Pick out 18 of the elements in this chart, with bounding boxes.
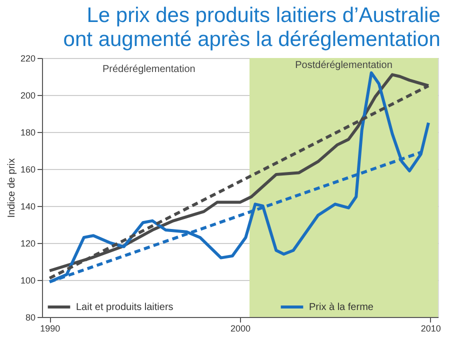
x-tick-label: 2010	[420, 324, 441, 334]
y-axis-title: Indice de prix	[6, 158, 18, 218]
y-tick-label: 180	[20, 128, 36, 138]
y-tick-label: 200	[20, 90, 36, 100]
legend-label: Lait et produits laitiers	[76, 302, 174, 313]
y-tick-label: 100	[20, 276, 36, 286]
y-tick-label: 140	[20, 202, 36, 212]
y-tick-label: 220	[20, 54, 36, 64]
y-tick-label: 120	[20, 238, 36, 248]
annotation: Prédéréglementation	[102, 64, 196, 75]
y-tick-label: 80	[25, 312, 36, 322]
legend-label: Prix à la ferme	[309, 302, 374, 313]
text: Le prix des produits laitiers d’Australie	[86, 4, 440, 27]
x-tick-label: 2000	[230, 324, 251, 334]
x-tick-label: 1990	[40, 324, 60, 334]
band-label: Postdéréglementation	[295, 60, 392, 71]
y-tick-label: 160	[20, 164, 36, 174]
text: ont augmenté après la déréglementation	[63, 28, 440, 51]
